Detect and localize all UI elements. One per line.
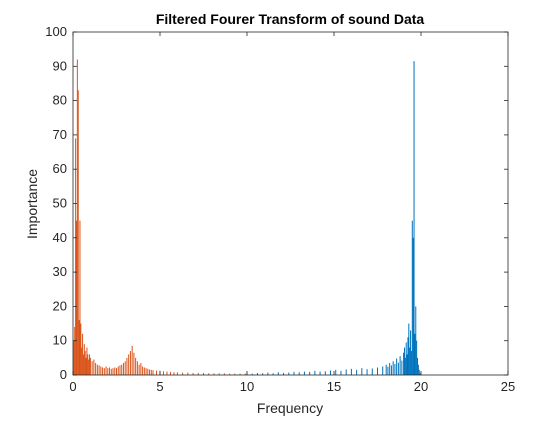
x-tick-label: 10 (240, 379, 254, 394)
y-tick-label: 10 (53, 333, 67, 348)
x-tick-label: 15 (327, 379, 341, 394)
bars-layer (73, 59, 421, 375)
plot-area (73, 32, 508, 375)
y-tick-label: 80 (53, 93, 67, 108)
y-tick-label: 40 (53, 230, 67, 245)
axes-layer: 0 5 10 15 20 25 0 10 20 30 40 50 60 70 80 90 100 (45, 24, 515, 394)
y-tick-label: 90 (53, 58, 67, 73)
series-0 (246, 61, 421, 375)
y-tick-label: 70 (53, 127, 67, 142)
y-tick-label: 50 (53, 196, 67, 211)
x-tick-label: 5 (156, 379, 163, 394)
x-tick-label: 20 (414, 379, 428, 394)
chart-title: Filtered Fourer Transform of sound Data (156, 11, 425, 27)
y-tick-label: 20 (53, 298, 67, 313)
y-tick-label: 60 (53, 161, 67, 176)
y-tick-label: 100 (45, 24, 67, 39)
y-tick-label: 0 (60, 367, 67, 382)
y-tick-label: 30 (53, 264, 67, 279)
x-tick-label: 25 (501, 379, 515, 394)
y-axis-label: Importance (24, 169, 40, 239)
x-tick-label: 0 (69, 379, 76, 394)
x-axis-label: Frequency (257, 400, 323, 416)
